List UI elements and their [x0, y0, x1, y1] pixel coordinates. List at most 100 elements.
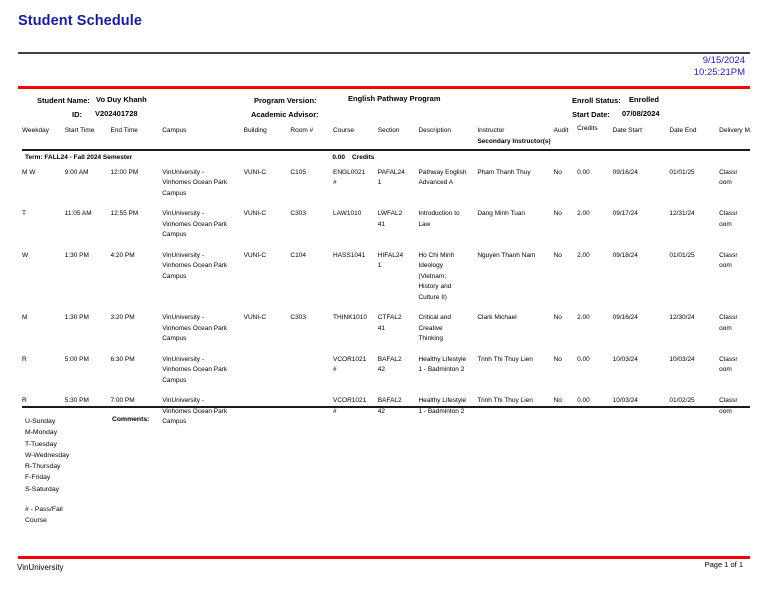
schedule-row: M 1:30 PM 3:20 PM VinUniversity - Vinhom… [22, 311, 750, 353]
cell-campus: VinUniversity - Vinhomes Ocean Park Camp… [162, 397, 228, 425]
cell-description: Critical and Creative Thinking [418, 314, 451, 342]
cell-date-end: 01/02/25 [669, 397, 695, 404]
col-header-credits: Credits [577, 125, 598, 132]
cell-room [290, 353, 329, 395]
student-name-value: Vo Duy Khanh [96, 95, 147, 104]
program-version-label: Program Version: [254, 96, 317, 105]
legend-item: R-Thursday [25, 463, 61, 471]
cell-date-end: 12/31/24 [669, 210, 695, 217]
col-header-campus: Campus [162, 127, 187, 134]
cell-audit: No [553, 210, 562, 217]
cell-audit: No [553, 251, 562, 259]
cell-end-time: 6:30 PM [110, 355, 135, 363]
cell-end-time: 7:00 PM [110, 397, 135, 404]
legend-item: S-Saturday [25, 485, 60, 493]
weekday-legend: U-Sunday M-Monday T-Tuesday W-Wednesday R-Th… [25, 416, 69, 495]
col-header-audit: Audit [553, 127, 569, 134]
cell-credits: 2.00 [577, 314, 590, 321]
schedule-row: R 5:30 PM 7:00 PM VinUniversity - Vinhom… [22, 394, 750, 436]
cell-date-start: 10/03/24 [612, 355, 638, 363]
cell-audit: No [553, 314, 562, 321]
cell-instructor: Trinh Thi Thuy Lien [477, 355, 533, 363]
col-header-date-end: Date End [669, 127, 697, 134]
passfail-note: # - Pass/Fail Course [25, 506, 63, 525]
col-header-description: Description [418, 127, 451, 134]
cell-building [244, 353, 291, 395]
cell-room: C303 [290, 210, 306, 217]
report-datetime: 9/15/2024 10:25:21PM [694, 55, 745, 79]
col-header-building: Building [243, 127, 267, 134]
cell-weekday: W [22, 251, 29, 259]
cell-section: LWFAL2 41 [377, 210, 403, 228]
cell-delivery: Classroom [719, 251, 738, 270]
cell-description: Ho Chi Minh Ideology (Vietnam: History a… [418, 251, 455, 301]
col-header-date-start: Date Start [612, 127, 642, 134]
cell-date-end: 01/01/25 [669, 168, 695, 176]
col-header-end-time: End Time [110, 127, 138, 134]
cell-instructor: Nguyen Thanh Nam [477, 251, 536, 259]
cell-instructor: Clark Michael [477, 314, 517, 321]
term-label: Term: FALL24 - Fall 2024 Semester [25, 154, 133, 161]
cell-date-start: 09/16/24 [612, 314, 638, 321]
cell-credits: 2.00 [577, 210, 590, 217]
cell-description: Pathway English Advanced A [418, 168, 467, 187]
cell-instructor: Trinh Thi Thuy Lien [477, 397, 533, 404]
start-date-value: 07/08/2024 [622, 109, 660, 118]
cell-description: Introduction to Law [418, 210, 460, 228]
cell-end-time: 3:20 PM [110, 314, 135, 321]
cell-delivery: Classroom [719, 397, 738, 415]
cell-instructor: Dang Minh Tuan [477, 210, 526, 217]
col-header-room: Room # [290, 127, 314, 134]
cell-start-time: 9:00 AM [64, 168, 89, 176]
report-time: 10:25:21PM [693, 67, 745, 78]
cell-date-end: 01/01/25 [669, 251, 695, 259]
cell-delivery: Classroom [719, 355, 738, 374]
legend-item: M-Monday [25, 429, 58, 437]
cell-start-time: 1:30 PM [64, 314, 89, 321]
bottom-red-rule [18, 556, 750, 559]
cell-weekday: M [22, 314, 28, 321]
cell-delivery: Classroom [719, 210, 738, 228]
cell-credits: 0.00 [577, 355, 590, 363]
cell-campus: VinUniversity - Vinhomes Ocean Park Camp… [162, 168, 228, 197]
cell-end-time: 4:20 PM [110, 251, 135, 259]
cell-date-end: 12/30/24 [669, 314, 695, 321]
page-title: Student Schedule [18, 13, 143, 29]
cell-date-start: 09/17/24 [612, 210, 638, 217]
schedule-row: T 11:05 AM 12:55 PM VinUniversity - Vinh… [22, 207, 750, 249]
academic-advisor-label: Academic Advisor: [251, 110, 319, 119]
start-date-label: Start Date: [572, 110, 610, 119]
cell-end-time: 12:55 PM [110, 210, 139, 217]
student-id-value: V202401728 [95, 109, 138, 118]
cell-section: BAFAL2 42 [377, 397, 402, 415]
legend-item: F-Friday [25, 474, 51, 482]
cell-campus: VinUniversity - Vinhomes Ocean Park Camp… [162, 355, 228, 384]
schedule-row: M W 9:00 AM 12:00 PM VinUniversity - Vin… [22, 166, 750, 208]
cell-credits: 0.00 [577, 168, 590, 176]
legend-item: T-Tuesday [25, 440, 57, 448]
cell-campus: VinUniversity - Vinhomes Ocean Park Camp… [162, 314, 228, 342]
cell-audit: No [553, 168, 562, 176]
col-header-section: Section [377, 127, 400, 134]
cell-instructor: Pham Thanh Thuy [477, 168, 531, 176]
cell-room [290, 394, 329, 436]
cell-credits: 0.00 [577, 397, 590, 404]
cell-course: VCOR1021 # [333, 355, 367, 374]
program-version-value: English Pathway Program [348, 94, 441, 103]
col-header-secondary-instructor: Secondary Instructor(s) [477, 137, 551, 145]
cell-building: VUNI-C [243, 251, 267, 259]
cell-start-time: 5:30 PM [64, 397, 89, 404]
cell-room: C105 [290, 168, 306, 176]
cell-campus: VinUniversity - Vinhomes Ocean Park Camp… [162, 251, 228, 280]
col-header-course: Course [333, 127, 354, 134]
cell-section: CTFAL2 41 [377, 314, 402, 332]
student-id-label: ID: [72, 110, 82, 119]
cell-start-time: 1:30 PM [64, 251, 89, 259]
cell-weekday: M W [22, 168, 36, 176]
cell-course: VCOR1021 # [333, 397, 367, 415]
cell-building [244, 394, 291, 436]
cell-start-time: 11:05 AM [64, 210, 92, 217]
cell-room: C303 [290, 314, 306, 321]
cell-description: Healthy Lifestyle 1 - Badminton 2 [418, 397, 467, 415]
